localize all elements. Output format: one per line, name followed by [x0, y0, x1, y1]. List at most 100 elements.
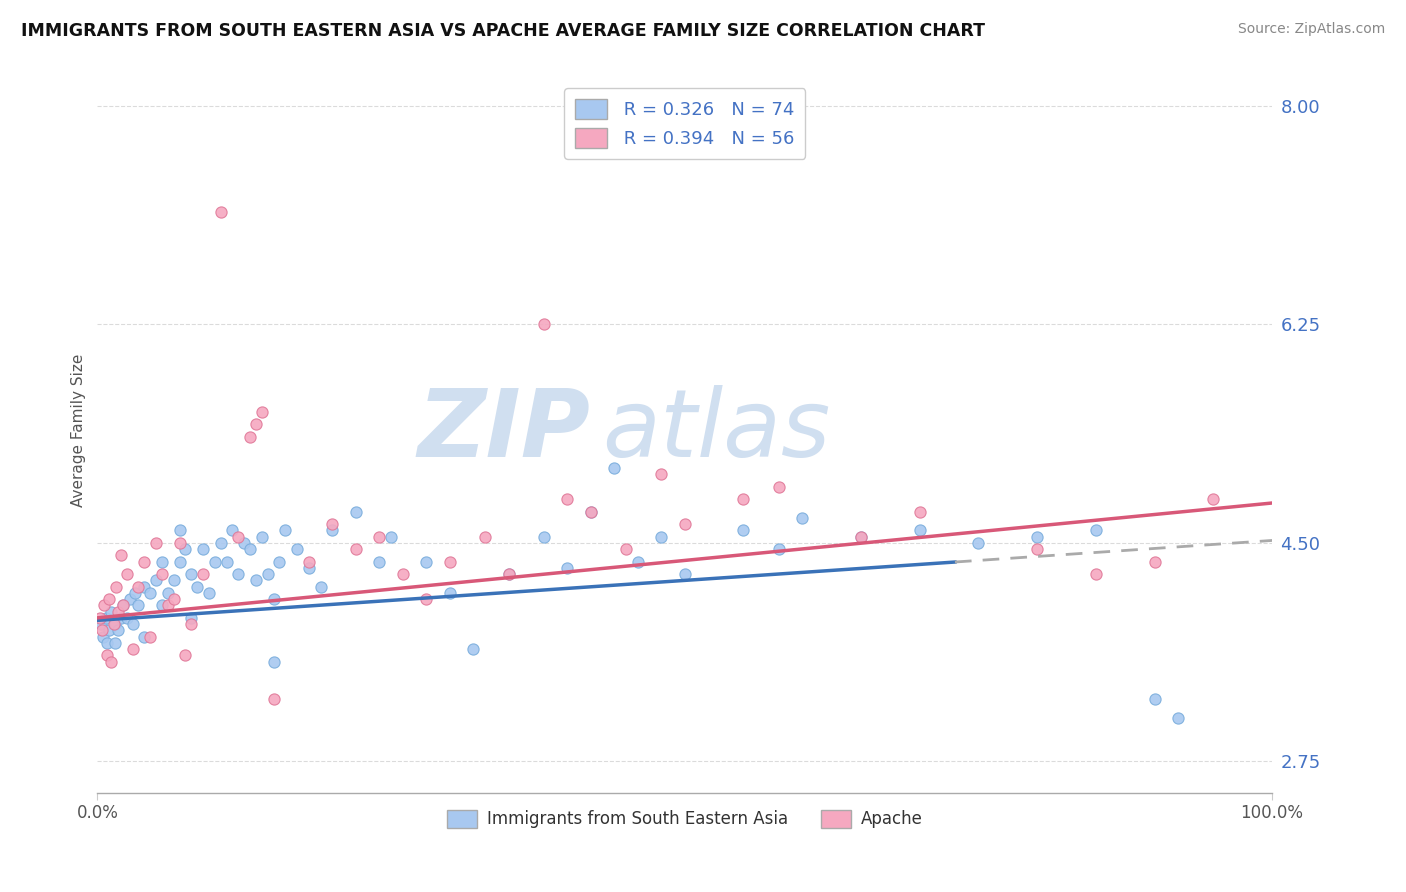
- Point: [967, 536, 990, 550]
- Point: [256, 567, 278, 582]
- Point: [100, 655, 122, 669]
- Point: [145, 574, 167, 588]
- Point: [91, 630, 114, 644]
- Point: [107, 605, 129, 619]
- Point: [650, 467, 672, 482]
- Point: [1026, 542, 1049, 557]
- Text: ZIP: ZIP: [418, 384, 591, 476]
- Point: [139, 586, 162, 600]
- Point: [221, 524, 243, 538]
- Point: [263, 592, 285, 607]
- Point: [89, 611, 111, 625]
- Point: [263, 692, 285, 706]
- Point: [156, 586, 179, 600]
- Point: [134, 630, 156, 644]
- Point: [298, 561, 321, 575]
- Point: [105, 580, 128, 594]
- Point: [115, 611, 138, 625]
- Point: [110, 611, 132, 625]
- Point: [198, 586, 221, 600]
- Point: [250, 405, 273, 419]
- Point: [555, 561, 578, 575]
- Point: [1084, 567, 1107, 582]
- Y-axis label: Average Family Size: Average Family Size: [72, 354, 86, 508]
- Point: [127, 580, 149, 594]
- Point: [768, 480, 790, 494]
- Point: [849, 530, 872, 544]
- Point: [298, 555, 321, 569]
- Text: atlas: atlas: [603, 385, 831, 476]
- Point: [391, 567, 413, 582]
- Point: [733, 524, 755, 538]
- Point: [215, 555, 238, 569]
- Point: [474, 530, 496, 544]
- Point: [156, 599, 179, 613]
- Point: [533, 318, 555, 332]
- Point: [309, 580, 332, 594]
- Point: [186, 580, 208, 594]
- Point: [174, 542, 197, 557]
- Point: [498, 567, 520, 582]
- Point: [150, 599, 173, 613]
- Point: [110, 549, 132, 563]
- Point: [673, 517, 696, 532]
- Point: [908, 505, 931, 519]
- Point: [415, 592, 437, 607]
- Point: [104, 636, 127, 650]
- Point: [120, 592, 142, 607]
- Point: [150, 555, 173, 569]
- Point: [174, 648, 197, 663]
- Point: [533, 530, 555, 544]
- Point: [139, 630, 162, 644]
- Point: [1202, 492, 1225, 507]
- Point: [204, 555, 226, 569]
- Point: [285, 542, 308, 557]
- Point: [368, 555, 391, 569]
- Point: [650, 530, 672, 544]
- Point: [245, 417, 267, 432]
- Point: [1143, 555, 1166, 569]
- Point: [439, 555, 461, 569]
- Point: [112, 599, 135, 613]
- Point: [96, 636, 118, 650]
- Point: [169, 555, 191, 569]
- Point: [321, 517, 343, 532]
- Point: [415, 555, 437, 569]
- Point: [169, 524, 191, 538]
- Legend: Immigrants from South Eastern Asia, Apache: Immigrants from South Eastern Asia, Apac…: [440, 803, 929, 835]
- Point: [104, 617, 127, 632]
- Point: [768, 542, 790, 557]
- Point: [163, 592, 186, 607]
- Point: [269, 555, 291, 569]
- Point: [1167, 711, 1189, 725]
- Point: [115, 567, 138, 582]
- Point: [245, 574, 267, 588]
- Point: [380, 530, 402, 544]
- Point: [344, 542, 367, 557]
- Point: [344, 505, 367, 519]
- Point: [112, 599, 135, 613]
- Point: [627, 555, 650, 569]
- Point: [209, 205, 232, 219]
- Point: [498, 567, 520, 582]
- Point: [150, 567, 173, 582]
- Point: [191, 542, 214, 557]
- Point: [368, 530, 391, 544]
- Point: [673, 567, 696, 582]
- Point: [274, 524, 297, 538]
- Point: [228, 567, 250, 582]
- Point: [134, 580, 156, 594]
- Point: [96, 648, 118, 663]
- Point: [1084, 524, 1107, 538]
- Point: [93, 599, 115, 613]
- Text: IMMIGRANTS FROM SOUTH EASTERN ASIA VS APACHE AVERAGE FAMILY SIZE CORRELATION CHA: IMMIGRANTS FROM SOUTH EASTERN ASIA VS AP…: [21, 22, 986, 40]
- Point: [94, 611, 117, 625]
- Point: [733, 492, 755, 507]
- Point: [180, 567, 202, 582]
- Point: [134, 555, 156, 569]
- Point: [263, 655, 285, 669]
- Point: [180, 617, 202, 632]
- Point: [603, 461, 626, 475]
- Point: [98, 624, 121, 638]
- Point: [239, 542, 262, 557]
